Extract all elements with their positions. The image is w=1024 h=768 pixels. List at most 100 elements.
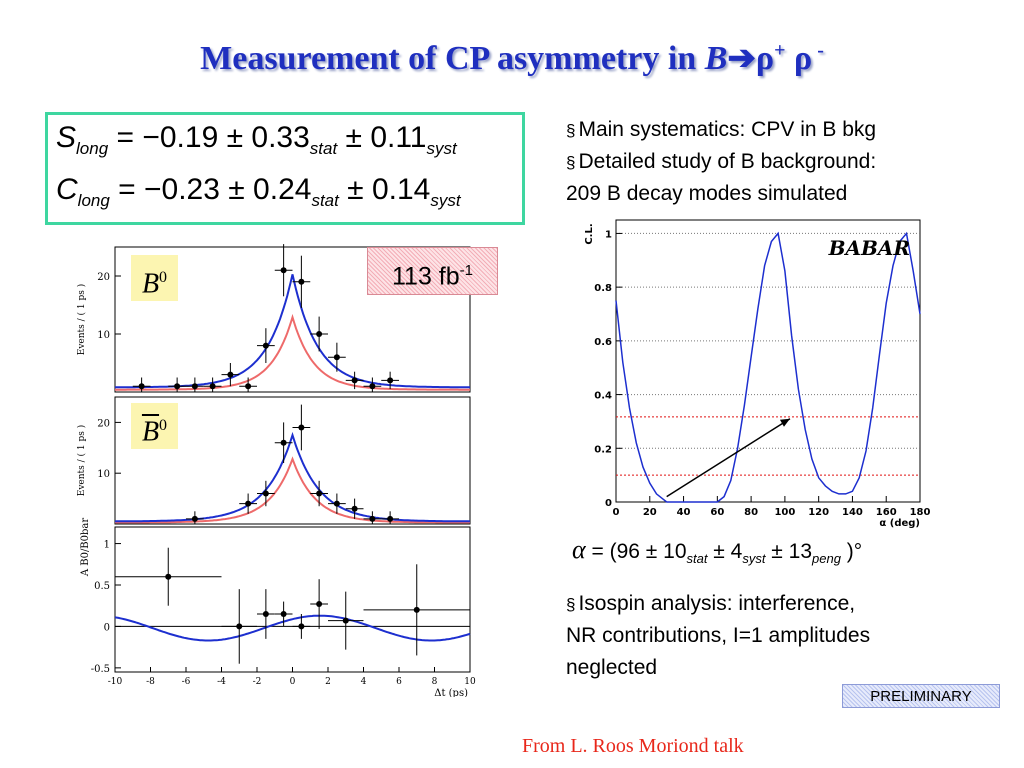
data-point: [316, 601, 323, 608]
data-point: [316, 331, 323, 337]
s-stat-label: stat: [309, 139, 338, 158]
y-tick-label: -0.5: [91, 664, 110, 675]
annotation-arrow-head: [779, 418, 790, 427]
bullet-isospin-cont2: neglected: [566, 656, 657, 680]
c-value: = −0.23 ± 0.24: [109, 173, 312, 206]
data-point: [262, 342, 269, 349]
data-point: [369, 383, 376, 390]
c-syst-value: ± 0.14: [338, 173, 431, 206]
alpha-stat-label: stat: [686, 551, 708, 567]
s-symbol: S: [56, 121, 77, 154]
bullet-text: Isospin analysis: interference,: [578, 592, 856, 615]
data-point: [280, 439, 287, 446]
preliminary-badge: PRELIMINARY: [842, 684, 1000, 708]
x-tick-label: 4: [361, 677, 367, 687]
y-tick-label: 0: [104, 622, 110, 633]
bullet-text: NR contributions, I=1 amplitudes: [566, 624, 871, 647]
bullet-systematics: § Main systematics: CPV in B bkg: [566, 118, 876, 142]
x-tick-label: -8: [146, 677, 155, 687]
data-point: [280, 611, 287, 617]
asymmetry-fit-curve: [114, 614, 471, 642]
bullet-bkg-study: § Detailed study of B background:: [566, 150, 876, 174]
x-tick-label: 2: [325, 677, 331, 687]
y-axis-label: A B0/B0bar: [80, 518, 91, 578]
luminosity-exponent: -1: [459, 262, 473, 279]
y-tick-label: 0.5: [94, 581, 110, 592]
b0-symbol: B: [141, 268, 160, 300]
y-tick-label: 0.8: [594, 283, 612, 294]
x-tick-label: 0: [613, 507, 620, 518]
c-symbol: C: [56, 173, 78, 206]
title-rho2: ρ: [785, 40, 813, 77]
data-point: [298, 424, 305, 431]
bullet-text: Main systematics: CPV in B bkg: [578, 118, 877, 141]
annotation-arrow-shaft: [666, 418, 791, 498]
title-b: B: [704, 40, 728, 77]
data-point: [245, 500, 252, 507]
bullet-isospin: § Isospin analysis: interference,: [566, 592, 855, 616]
data-point: [191, 383, 198, 390]
c-subscript: long: [77, 191, 110, 210]
alpha-symbol: α: [572, 535, 586, 564]
data-point: [236, 623, 243, 630]
x-tick-label: 0: [290, 677, 296, 687]
panel-frame: [114, 396, 471, 525]
y-axis-label: Events / ( 1 ps ): [76, 284, 87, 355]
luminosity-value: 113 fb: [392, 262, 460, 291]
alpha-syst-label: syst: [742, 551, 766, 567]
x-tick-label: 80: [744, 507, 758, 518]
data-point: [333, 354, 340, 361]
total-fit-curve: [114, 431, 471, 523]
alpha-result: α = (96 ± 10stat ± 4syst ± 13peng )°: [572, 535, 862, 566]
y-axis-label: C.L.: [584, 223, 595, 244]
data-point: [351, 377, 358, 384]
result-box: Slong = −0.19 ± 0.33stat ± 0.11syst Clon…: [45, 112, 525, 225]
b0-panel: 10 20 Events / ( 1 ps ): [76, 244, 471, 393]
c-long-equation: Clong = −0.23 ± 0.24stat ± 0.14syst: [56, 173, 461, 211]
x-tick-label: -4: [217, 677, 226, 687]
y-tick-label: 20: [97, 272, 110, 283]
luminosity-badge: 113 fb-1: [367, 247, 498, 295]
b0-superscript: 0: [159, 269, 168, 286]
source-footer: From L. Roos Moriond talk: [522, 735, 744, 757]
x-axis-label: Δt (ps): [434, 688, 468, 697]
bullet-text: 209 B decay modes simulated: [566, 182, 848, 205]
data-point: [387, 515, 394, 522]
panel-frame: [615, 219, 921, 503]
data-point: [387, 377, 394, 384]
x-tick-label: 160: [876, 507, 897, 518]
data-point: [316, 490, 323, 497]
signal-component-curve: [115, 456, 470, 524]
title-text: Measurement of CP asymmetry in: [200, 40, 697, 77]
signal-component-curve: [115, 313, 470, 391]
title-sup1: +: [774, 39, 786, 62]
data-point: [280, 267, 287, 274]
title-rho1: ρ: [755, 40, 775, 77]
x-tick-label: -10: [108, 677, 123, 687]
b0bar-panel: 10 20 Events / ( 1 ps ): [76, 396, 471, 525]
panel-frame: [114, 246, 471, 393]
title-sup2: -: [812, 39, 824, 62]
data-point: [262, 490, 269, 497]
x-tick-label: 20: [643, 507, 657, 518]
y-tick-label: 0.2: [594, 444, 612, 455]
y-tick-label: 1: [605, 229, 612, 240]
bullet-bkg-study-cont: 209 B decay modes simulated: [566, 182, 847, 206]
data-point: [227, 371, 234, 378]
s-syst-label: syst: [426, 139, 457, 158]
data-point: [245, 383, 252, 390]
s-subscript: long: [76, 139, 109, 158]
b0-label: B0: [131, 255, 178, 301]
x-tick-label: -6: [182, 677, 191, 687]
data-point: [413, 606, 420, 613]
bullet-text: neglected: [566, 656, 658, 679]
alpha-central: = (96 ± 10: [585, 540, 687, 563]
alpha-peng-label: peng: [812, 551, 841, 567]
y-tick-label: 1: [104, 540, 110, 551]
x-axis-label: α (deg): [879, 518, 920, 529]
c-stat-label: stat: [311, 191, 339, 210]
s-long-equation: Slong = −0.19 ± 0.33stat ± 0.11syst: [56, 121, 457, 159]
x-tick-label: 120: [808, 507, 829, 518]
